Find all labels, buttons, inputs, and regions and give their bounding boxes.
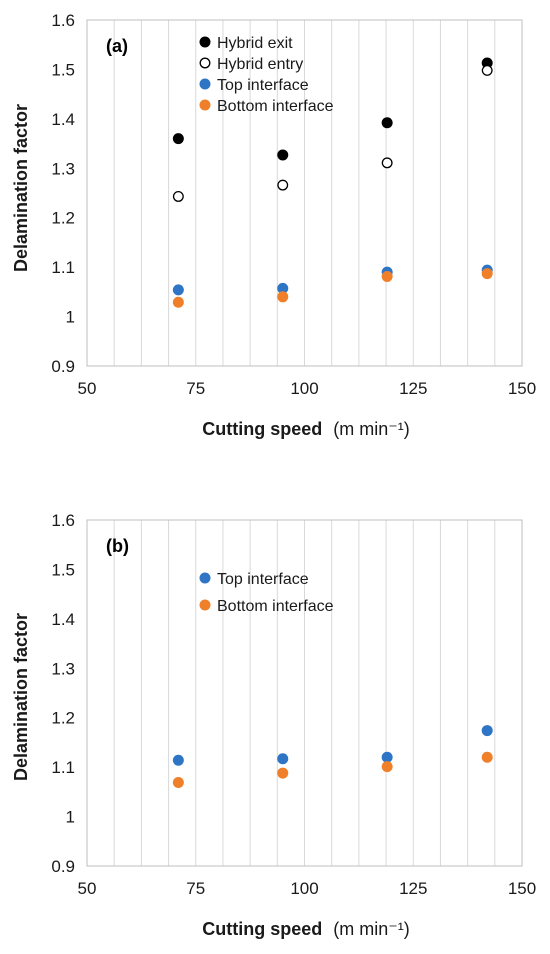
x-tick-label: 150 bbox=[508, 879, 536, 898]
legend-b: Top interface Bottom interface bbox=[199, 571, 334, 615]
point-top-interface bbox=[277, 753, 289, 765]
point-bottom-interface bbox=[481, 268, 493, 280]
x-axis-title-b: Cutting speed (m min⁻¹) bbox=[202, 919, 410, 939]
point-top-interface bbox=[172, 284, 184, 296]
point-bottom-interface bbox=[277, 767, 289, 779]
y-ticks-a: 0.9 1 1.1 1.2 1.3 1.4 1.5 1.6 bbox=[51, 11, 75, 376]
y-tick-label: 1 bbox=[66, 808, 75, 827]
panel-label-a: (a) bbox=[106, 36, 128, 56]
x-axis-title-a: Cutting speed (m min⁻¹) bbox=[202, 419, 410, 439]
point-bottom-interface bbox=[172, 776, 184, 788]
x-ticks-b: 50 75 100 125 150 bbox=[78, 879, 537, 898]
legend-marker-bottom-interface bbox=[199, 99, 211, 111]
x-axis-title-text-a: Cutting speed bbox=[202, 419, 322, 439]
points-a bbox=[172, 57, 493, 308]
x-tick-label: 50 bbox=[78, 879, 97, 898]
y-tick-label: 1.6 bbox=[51, 511, 75, 530]
point-top-interface bbox=[481, 725, 493, 737]
point-hybrid-entry bbox=[172, 191, 184, 202]
legend-marker-hybrid-exit bbox=[199, 36, 211, 48]
legend-label-bottom-interface: Bottom interface bbox=[217, 98, 334, 115]
legend-label-hybrid-entry: Hybrid entry bbox=[217, 56, 303, 73]
x-tick-label: 125 bbox=[399, 879, 427, 898]
y-tick-label: 1.1 bbox=[51, 758, 75, 777]
legend-marker-top-interface bbox=[199, 572, 211, 584]
point-top-interface bbox=[277, 282, 289, 294]
point-bottom-interface bbox=[381, 761, 393, 773]
point-bottom-interface bbox=[277, 291, 289, 303]
legend-marker-hybrid-entry bbox=[199, 57, 211, 69]
y-tick-label: 1 bbox=[66, 308, 75, 327]
grid-a bbox=[113, 20, 496, 366]
y-tick-label: 1.2 bbox=[51, 209, 75, 228]
y-ticks-b: 0.9 1 1.1 1.2 1.3 1.4 1.5 1.6 bbox=[51, 511, 75, 876]
point-bottom-interface bbox=[481, 751, 493, 763]
y-tick-label: 1.4 bbox=[51, 610, 75, 629]
legend-marker-top-interface bbox=[199, 78, 211, 90]
y-tick-label: 1.3 bbox=[51, 159, 75, 178]
legend-label-top-interface: Top interface bbox=[217, 571, 309, 588]
chart-panel-a: 0.9 1 1.1 1.2 1.3 1.4 1.5 1.6 50 75 100 125 150 (a)… bbox=[11, 11, 537, 439]
chart-panel-b: 0.9 1 1.1 1.2 1.3 1.4 1.5 1.6 50 75 100 125 150 (b)… bbox=[11, 511, 537, 939]
y-tick-label: 1.5 bbox=[51, 560, 75, 579]
x-tick-label: 150 bbox=[508, 379, 536, 398]
grid-b bbox=[113, 520, 496, 866]
x-axis-unit-a: (m min⁻¹) bbox=[333, 419, 409, 439]
x-axis-title-text-b: Cutting speed bbox=[202, 919, 322, 939]
point-hybrid-entry bbox=[381, 157, 393, 169]
x-tick-label: 75 bbox=[186, 379, 205, 398]
point-top-interface bbox=[381, 751, 393, 763]
point-hybrid-entry bbox=[481, 64, 493, 76]
y-axis-title-a: Delamination factor bbox=[11, 104, 31, 272]
legend-a: Hybrid exit Hybrid entry Top interface Bott… bbox=[199, 35, 334, 115]
x-axis-unit-b: (m min⁻¹) bbox=[333, 919, 409, 939]
y-tick-label: 1.5 bbox=[51, 60, 75, 79]
y-tick-label: 1.4 bbox=[51, 110, 75, 129]
x-tick-label: 100 bbox=[290, 879, 318, 898]
legend-marker-bottom-interface bbox=[199, 599, 211, 611]
point-hybrid-exit bbox=[277, 149, 289, 161]
y-tick-label: 1.6 bbox=[51, 11, 75, 30]
point-hybrid-entry bbox=[277, 179, 289, 191]
y-tick-label: 1.2 bbox=[51, 709, 75, 728]
point-bottom-interface bbox=[381, 271, 393, 283]
plot-frame-b bbox=[86, 519, 523, 867]
point-hybrid-exit bbox=[172, 133, 184, 145]
points-b bbox=[172, 725, 493, 788]
legend-label-bottom-interface: Bottom interface bbox=[217, 598, 334, 615]
x-ticks-a: 50 75 100 125 150 bbox=[78, 379, 537, 398]
legend-label-top-interface: Top interface bbox=[217, 77, 309, 94]
y-tick-label: 0.9 bbox=[51, 357, 75, 376]
plot-frame-a bbox=[86, 19, 523, 367]
x-tick-label: 100 bbox=[290, 379, 318, 398]
point-top-interface bbox=[172, 754, 184, 766]
x-tick-label: 75 bbox=[186, 879, 205, 898]
point-bottom-interface bbox=[172, 296, 184, 308]
panel-label-b: (b) bbox=[106, 536, 129, 556]
x-tick-label: 125 bbox=[399, 379, 427, 398]
x-tick-label: 50 bbox=[78, 379, 97, 398]
y-axis-title-b: Delamination factor bbox=[11, 613, 31, 781]
legend-label-hybrid-exit: Hybrid exit bbox=[217, 35, 293, 52]
point-hybrid-exit bbox=[381, 117, 393, 129]
y-tick-label: 0.9 bbox=[51, 857, 75, 876]
y-tick-label: 1.3 bbox=[51, 659, 75, 678]
y-tick-label: 1.1 bbox=[51, 258, 75, 277]
